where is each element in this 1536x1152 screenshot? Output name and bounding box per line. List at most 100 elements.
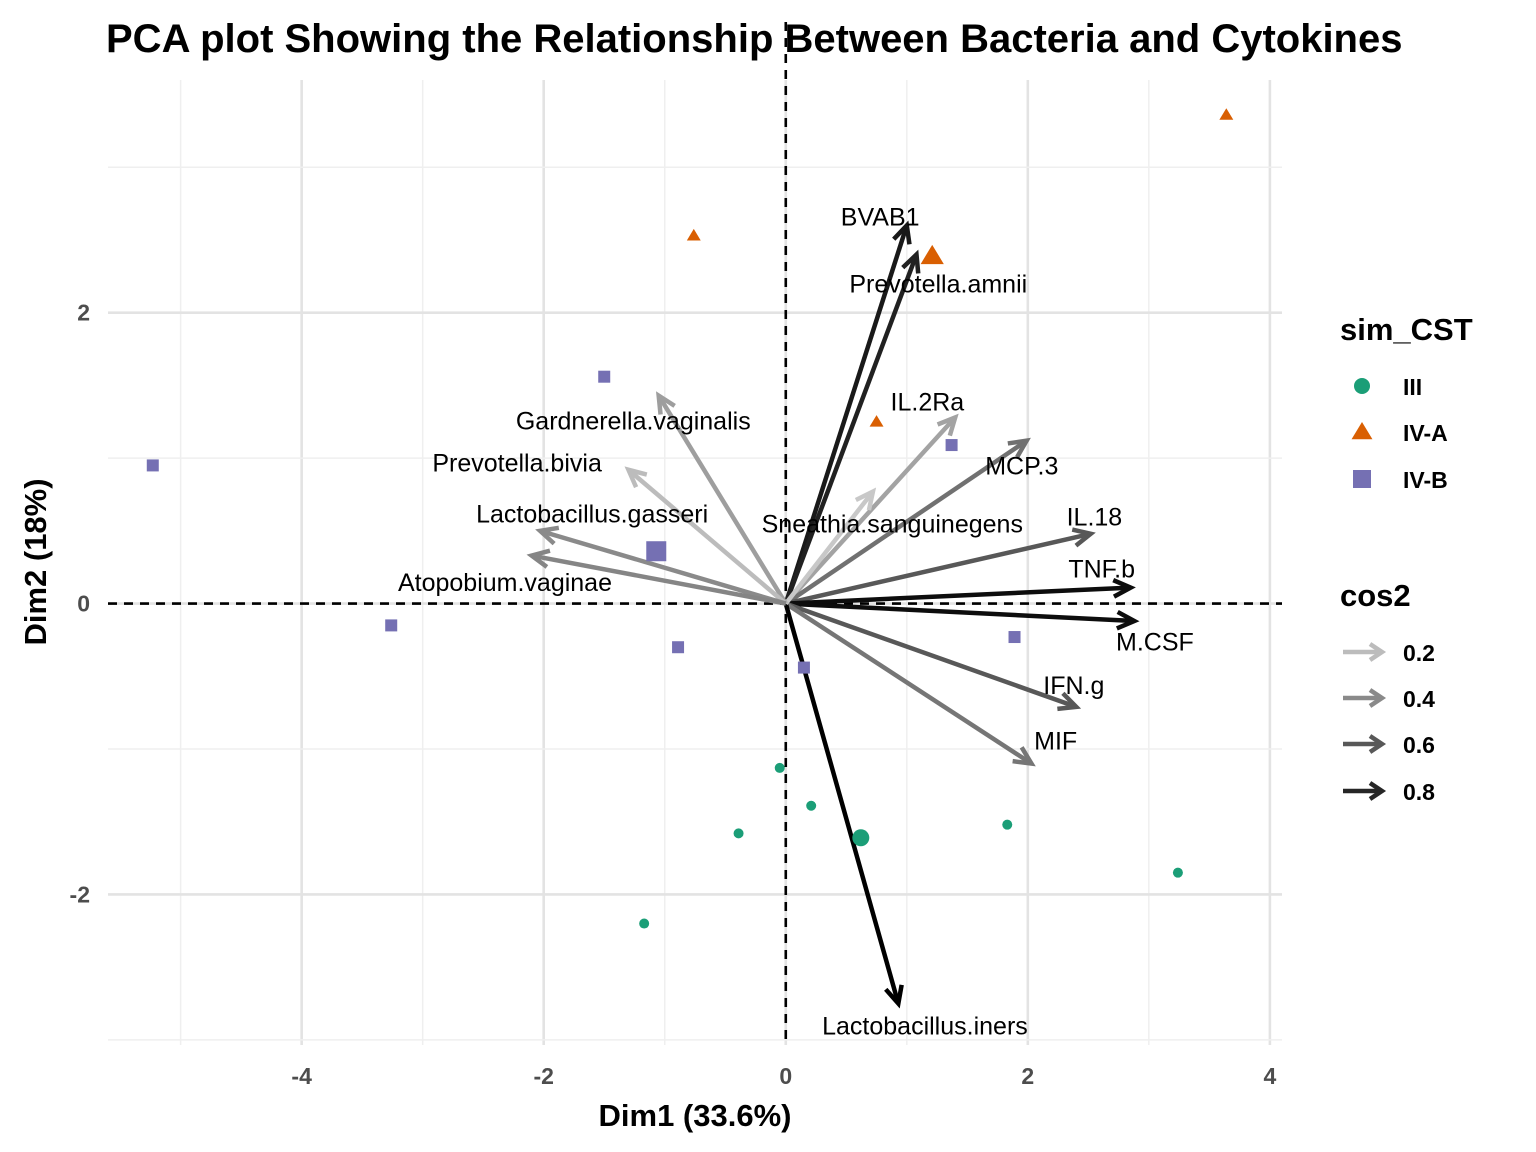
legend: sim_CST III IV-A IV-B cos2 0.2 0.4 0.6 0.8 [1340, 312, 1473, 805]
variable-label: IL.2Ra [891, 388, 965, 416]
arrow-shaft [531, 553, 787, 606]
legend-arrow-0-6 [1343, 734, 1387, 754]
variable-label: Lactobacillus.gasseri [476, 500, 708, 528]
arrow-head [884, 984, 904, 1009]
legend-arrow-0-2 [1343, 642, 1387, 662]
arrow-shaft [785, 601, 1078, 709]
variable-label: M.CSF [1116, 628, 1194, 656]
point-iv-b [146, 459, 159, 472]
point-iv-b [945, 439, 958, 452]
legend-title-cos2: cos2 [1340, 578, 1411, 613]
point-iii [806, 800, 817, 811]
arrow-head [526, 548, 551, 569]
arrow-ifn-g [785, 601, 1082, 712]
arrow-head [854, 487, 877, 511]
arrow-mif [784, 601, 1036, 767]
variable-label: MCP.3 [985, 452, 1058, 480]
arrow-head [655, 391, 676, 415]
arrow-head [1007, 437, 1031, 459]
arrow-gardnerella-vaginalis [655, 391, 788, 605]
legend-key-iv-a [1351, 421, 1373, 440]
reference-lines [108, 22, 1282, 1045]
arrow-head [1112, 578, 1136, 599]
arrow-shaft [783, 224, 909, 605]
legend-label-cos2: 0.8 [1403, 779, 1435, 805]
centroid-iv-b [646, 541, 667, 562]
arrow-shaft [656, 394, 788, 605]
centroid-iv-a [920, 244, 944, 265]
point-iv-b [598, 370, 611, 383]
legend-arrow-0-8 [1343, 781, 1387, 801]
point-iv-a [686, 228, 701, 241]
legend-key-iii [1354, 378, 1370, 394]
arrow-bvab1 [783, 220, 912, 605]
arrow-shaft [785, 531, 1092, 606]
variable-label: Gardnerella.vaginalis [516, 407, 751, 435]
legend-label-iii: III [1403, 374, 1422, 400]
variable-label: Atopobium.vaginae [398, 569, 612, 597]
x-tick-label: -4 [291, 1063, 312, 1089]
point-iii [1172, 867, 1183, 878]
arrow-shaft [784, 438, 1028, 606]
arrow-head [624, 466, 648, 489]
arrow-head [936, 413, 959, 437]
x-tick-label: 2 [1021, 1063, 1034, 1089]
legend-label-iv-a: IV-A [1403, 420, 1448, 446]
arrow-mcp-3 [784, 437, 1031, 606]
y-tick-label: -2 [70, 881, 90, 907]
arrow-prevotella-bivia [624, 466, 788, 606]
point-iv-b [672, 641, 685, 654]
legend-label-cos2: 0.2 [1403, 640, 1435, 666]
arrow-head [1071, 527, 1096, 548]
arrow-head [535, 525, 560, 546]
legend-title-sim-cst: sim_CST [1340, 312, 1473, 347]
legend-arrow-0-4 [1343, 688, 1387, 708]
axis-ticks: -4 -2 0 2 4 -2 0 2 [70, 300, 1277, 1089]
individual-points [146, 108, 1234, 929]
variable-label: IL.18 [1067, 503, 1123, 531]
arrow-head [901, 249, 921, 274]
x-tick-label: -2 [533, 1063, 553, 1089]
arrow-atopobium-vaginae [526, 548, 787, 606]
point-iv-b [797, 661, 810, 674]
variable-label: Lactobacillus.iners [822, 1012, 1028, 1040]
arrow-sneathia-sanguinegens [783, 487, 877, 605]
arrow-m-csf [785, 601, 1140, 631]
x-tick-label: 0 [779, 1063, 792, 1089]
arrow-lactobacillus-gasseri [535, 525, 787, 606]
point-iii [1002, 819, 1013, 830]
group-legend-items: III IV-A IV-B [1351, 374, 1448, 493]
y-axis-title: Dim2 (18%) [18, 478, 53, 645]
arrow-shaft [626, 468, 788, 606]
arrow-head [892, 220, 912, 245]
arrow-shaft [539, 528, 787, 606]
point-iv-b [1008, 631, 1021, 644]
legend-label-cos2: 0.6 [1403, 732, 1435, 758]
legend-label-cos2: 0.4 [1403, 686, 1435, 712]
y-tick-label: 0 [77, 591, 90, 617]
arrow-head [1115, 609, 1140, 631]
legend-label-iv-b: IV-B [1403, 467, 1448, 493]
x-axis-title: Dim1 (33.6%) [599, 1098, 792, 1133]
arrow-shaft [785, 585, 1131, 606]
chart-title: PCA plot Showing the Relationship Betwee… [106, 17, 1402, 61]
arrow-shaft [784, 601, 1033, 766]
variable-label: BVAB1 [841, 204, 920, 232]
x-tick-label: 4 [1263, 1063, 1276, 1089]
point-iv-a [1219, 108, 1234, 120]
variable-label: Sneathia.sanguinegens [762, 511, 1023, 539]
variable-label: TNF.b [1068, 556, 1135, 584]
legend-arrow-head [1368, 688, 1387, 708]
arrow-il-18 [785, 527, 1096, 606]
variable-labels: BVAB1 Prevotella.amnii IL.2Ra MCP.3 IL.18 TNF… [398, 204, 1194, 1041]
arrow-tnf-b [785, 578, 1136, 606]
arrow-prevotella-amnii [783, 249, 921, 605]
variable-label: MIF [1034, 727, 1077, 755]
point-iii [733, 828, 744, 839]
centroid-iii [852, 829, 870, 847]
y-tick-label: 2 [77, 300, 90, 326]
arrow-shaft [783, 253, 919, 605]
legend-arrow-head [1368, 642, 1387, 662]
variable-label: IFN.g [1043, 672, 1104, 700]
